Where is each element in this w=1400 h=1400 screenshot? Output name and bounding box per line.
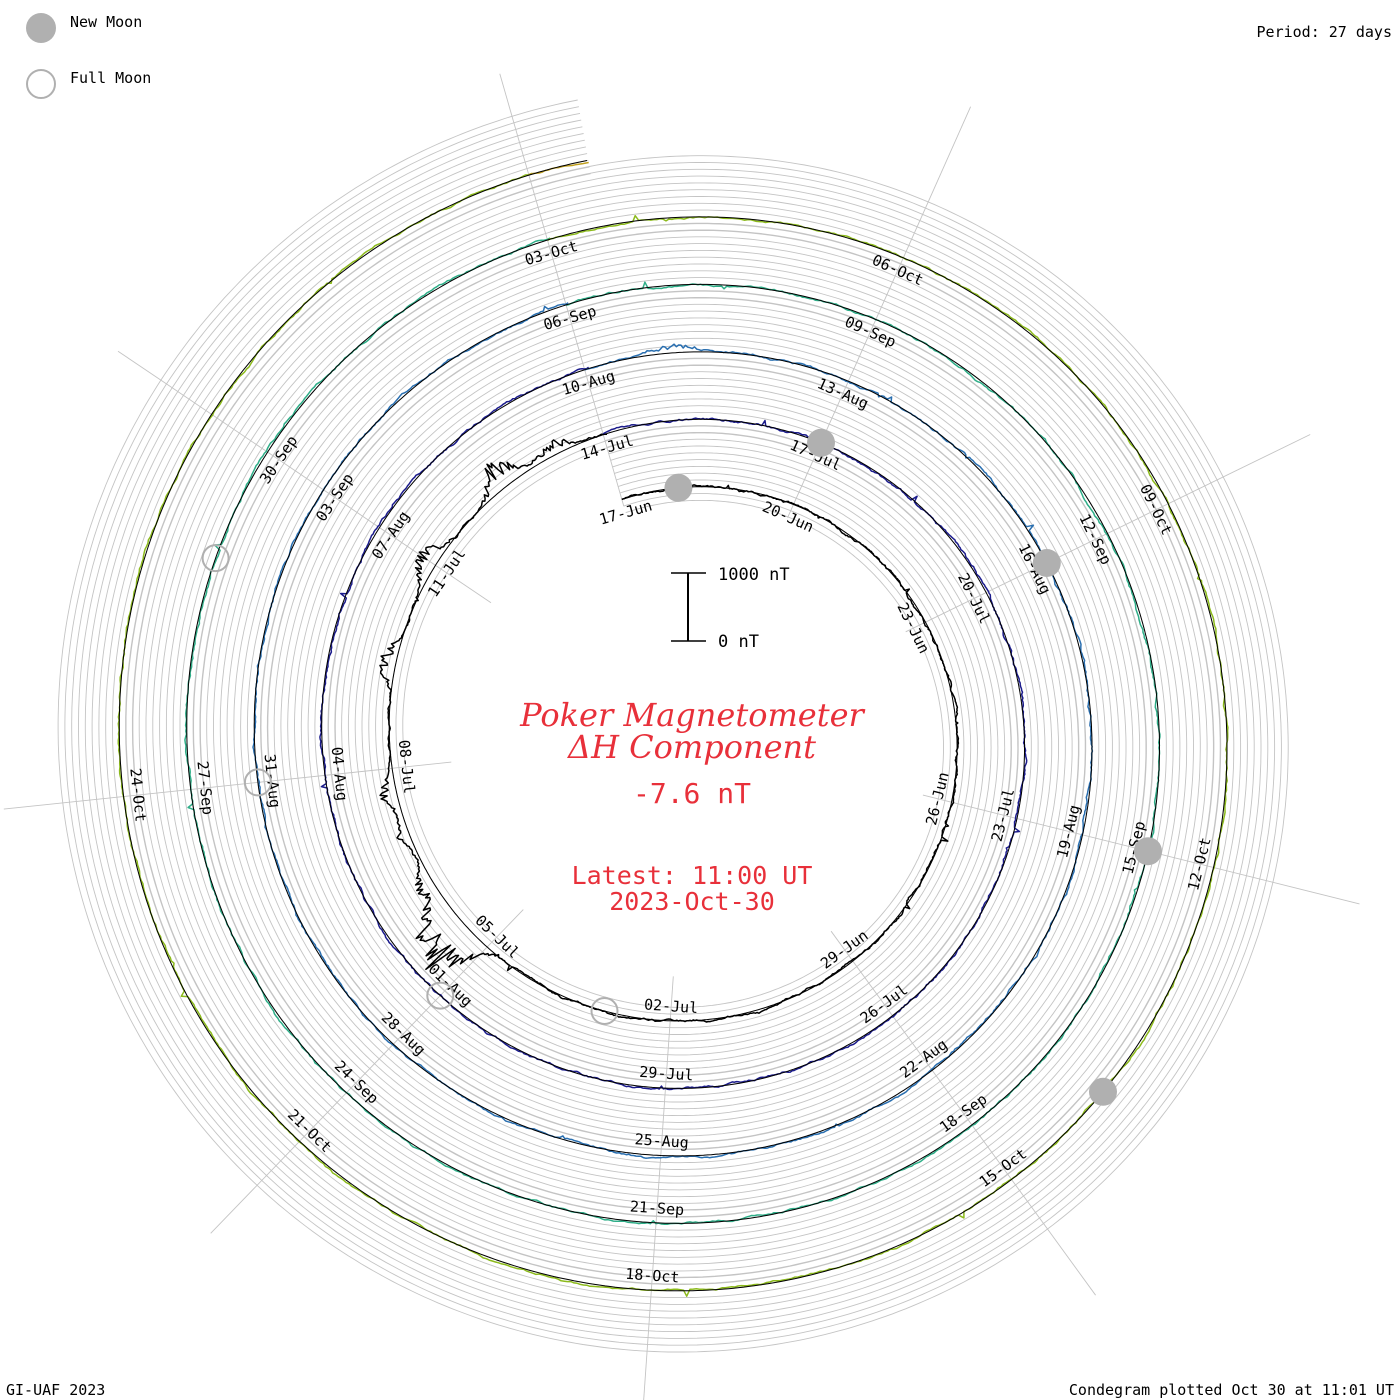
date-label: 18-Oct (625, 1265, 680, 1287)
date-label: 25-Aug (634, 1130, 689, 1152)
grid-spiral (71, 112, 1276, 1339)
date-label: 03-Oct (523, 237, 580, 269)
grid-spiral (57, 99, 1289, 1353)
date-label: 22-Aug (896, 1035, 950, 1081)
grid-spiral (98, 139, 1248, 1312)
grid-spoke (643, 976, 674, 1400)
grid-spoke (905, 434, 1311, 633)
date-label: 17-Jun (597, 496, 654, 528)
legend: New Moon Full Moon (26, 13, 151, 99)
full-moon-marker (201, 544, 230, 573)
footer-right: Condegram plotted Oct 30 at 11:01 UT (1069, 1381, 1394, 1399)
date-label: 27-Sep (193, 760, 217, 816)
period-label: Period: 27 days (1257, 23, 1392, 41)
date-label: 29-Jul (639, 1063, 694, 1085)
date-label: 18-Sep (936, 1090, 990, 1136)
chart-title: Poker Magnetometer (519, 696, 865, 734)
grid-spoke (210, 909, 524, 1234)
new-moon-marker (664, 473, 693, 502)
new-moon-legend-icon (26, 13, 56, 43)
grid-spiral (132, 173, 1214, 1278)
date-label: 23-Jun (893, 600, 933, 657)
date-label: 06-Sep (541, 302, 598, 334)
full-moon-legend-icon (26, 69, 56, 99)
grid-spiral (125, 166, 1221, 1285)
latest-date: 2023-Oct-30 (609, 887, 775, 916)
baseline-spiral (118, 160, 1228, 1292)
date-label: 21-Sep (629, 1197, 684, 1219)
full-moon-marker (426, 981, 455, 1010)
date-label: 04-Aug (328, 746, 352, 802)
scale-top-label: 1000 nT (718, 565, 790, 585)
date-label: 10-Aug (560, 367, 617, 399)
footer-left: GI-UAF 2023 (6, 1381, 105, 1399)
full-moon-marker (243, 768, 272, 797)
date-label: 24-Oct (126, 767, 150, 823)
grid-spiral (84, 126, 1262, 1326)
grid-spiral (78, 119, 1269, 1333)
chart-subtitle: ΔH Component (566, 728, 816, 766)
date-label: 31-Aug (261, 753, 285, 809)
current-value: -7.6 nT (633, 777, 751, 810)
scale-bar: 1000 nT 0 nT (671, 565, 790, 652)
grid-spiral (105, 146, 1242, 1305)
new-moon-marker (1032, 549, 1061, 577)
latest-time: Latest: 11:00 UT (572, 861, 813, 890)
spiral-baseline (118, 160, 1228, 1292)
date-label: 08-Jul (395, 739, 419, 795)
grid-spoke (830, 930, 1096, 1296)
full-moon-marker (590, 997, 619, 1025)
scale-bottom-label: 0 nT (718, 632, 759, 652)
full-moon-legend-label: Full Moon (70, 69, 151, 87)
new-moon-marker (1089, 1077, 1117, 1106)
data-series-3 (252, 302, 1094, 1159)
data-series-6 (528, 161, 589, 176)
new-moon-legend-label: New Moon (70, 13, 142, 31)
grid-spiral (91, 133, 1255, 1319)
grid-spoke (3, 761, 452, 810)
date-label: 02-Jul (643, 995, 698, 1017)
moon-markers (201, 428, 1162, 1106)
grid-spoke (117, 350, 492, 604)
grid-spiral (64, 106, 1282, 1346)
date-label: 20-Jul (954, 570, 994, 627)
date-label: 19-Aug (1053, 803, 1084, 860)
new-moon-marker (807, 428, 835, 457)
date-label: 14-Jul (579, 431, 636, 463)
new-moon-marker (1134, 837, 1162, 866)
data-series-1 (379, 433, 960, 1023)
grid-spiral (112, 153, 1235, 1299)
